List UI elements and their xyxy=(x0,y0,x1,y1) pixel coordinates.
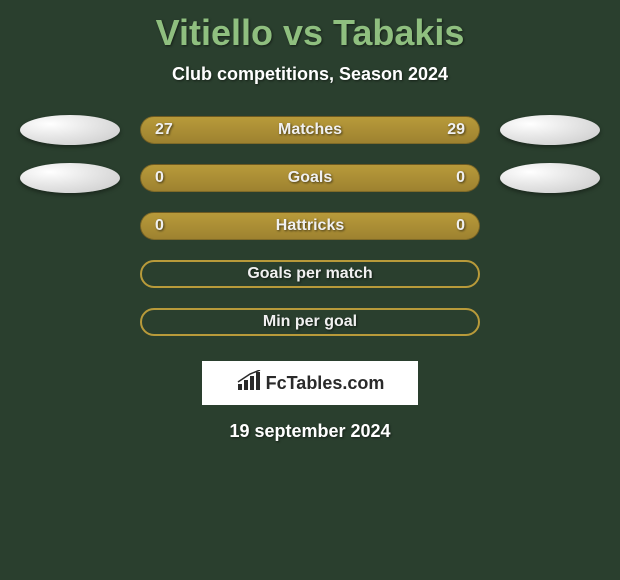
stat-bar: 27 Matches 29 xyxy=(140,116,480,144)
player-indicator-left xyxy=(20,163,120,193)
logo-text: FcTables.com xyxy=(266,373,385,394)
stat-bar: Goals per match xyxy=(140,260,480,288)
comparison-subtitle: Club competitions, Season 2024 xyxy=(0,64,620,85)
stat-right-value: 0 xyxy=(456,217,465,235)
stat-right-value: 29 xyxy=(447,121,465,139)
stat-left-value: 0 xyxy=(155,217,164,235)
stat-left-value: 0 xyxy=(155,169,164,187)
stats-container: 27 Matches 29 0 Goals 0 0 Hattricks 0 Goals per m… xyxy=(0,115,620,337)
stat-bar: 0 Hattricks 0 xyxy=(140,212,480,240)
player-indicator-right xyxy=(500,115,600,145)
stat-row: 0 Goals 0 xyxy=(0,163,620,193)
stat-row: 27 Matches 29 xyxy=(0,115,620,145)
comparison-title: Vitiello vs Tabakis xyxy=(0,0,620,54)
stat-label: Hattricks xyxy=(276,217,344,235)
player-indicator-left xyxy=(20,115,120,145)
player-indicator-right xyxy=(500,163,600,193)
snapshot-date: 19 september 2024 xyxy=(0,421,620,442)
logo-box: FcTables.com xyxy=(202,361,418,405)
stat-label: Goals per match xyxy=(247,265,372,283)
chart-icon xyxy=(236,370,262,397)
stat-label: Goals xyxy=(288,169,332,187)
stat-label: Matches xyxy=(278,121,342,139)
stat-bar: 0 Goals 0 xyxy=(140,164,480,192)
stat-left-value: 27 xyxy=(155,121,173,139)
stat-label: Min per goal xyxy=(263,313,357,331)
stat-row: Min per goal xyxy=(0,307,620,337)
stat-right-value: 0 xyxy=(456,169,465,187)
stat-row: 0 Hattricks 0 xyxy=(0,211,620,241)
stat-row: Goals per match xyxy=(0,259,620,289)
stat-bar: Min per goal xyxy=(140,308,480,336)
